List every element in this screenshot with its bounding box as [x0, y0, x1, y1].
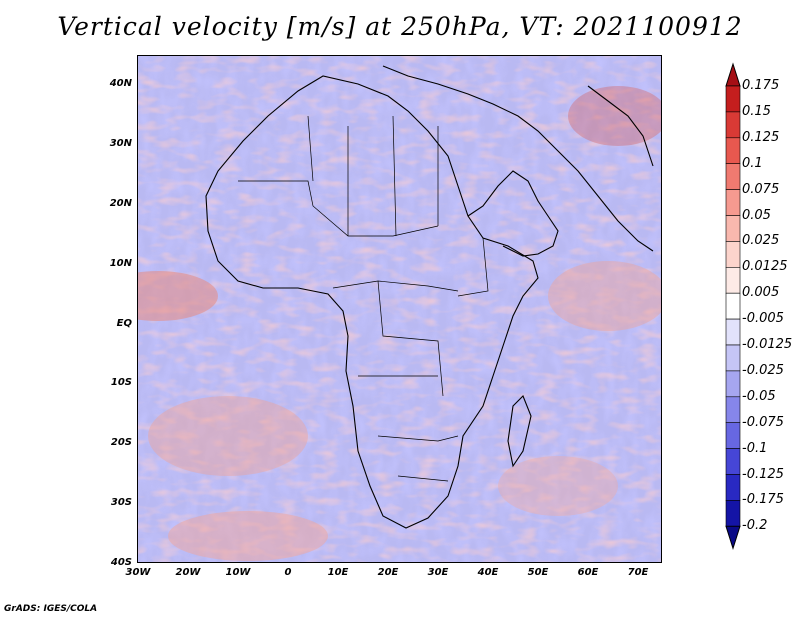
region-indian-red — [548, 261, 661, 331]
lon-label: 0 — [284, 567, 292, 578]
lat-label: 20S — [110, 437, 132, 448]
colorbar — [725, 62, 741, 550]
region-south-atlantic-red — [148, 396, 308, 476]
field-texture-red — [138, 56, 661, 562]
colorbar-tick-label: -0.1 — [742, 440, 768, 456]
colorbar-swatch — [725, 500, 741, 527]
lon-label: 60E — [577, 567, 599, 578]
colorbar-swatch — [725, 267, 741, 294]
colorbar-swatch — [725, 474, 741, 501]
grads-credit: GrADS: IGES/COLA — [4, 604, 98, 614]
lat-label: 10S — [110, 377, 132, 388]
region-atlantic-red — [138, 271, 218, 321]
lat-label: EQ — [116, 318, 132, 329]
colorbar-tick-label: -0.0125 — [742, 337, 793, 352]
region-southwest-red — [168, 511, 328, 561]
colorbar-swatch — [725, 396, 741, 423]
colorbar-tick-label: -0.2 — [742, 518, 768, 534]
colorbar-swatch — [725, 111, 741, 139]
lon-label: 70E — [627, 567, 649, 578]
country-borders — [238, 115, 489, 482]
lon-label: 30W — [125, 567, 151, 578]
colorbar-swatch — [725, 163, 741, 190]
colorbar-swatch — [725, 370, 741, 398]
colorbar-min-arrow — [725, 525, 741, 550]
colorbar-tick-label: -0.005 — [742, 311, 784, 327]
velocity-field-map — [138, 56, 661, 562]
colorbar-tick-label: -0.075 — [742, 414, 784, 430]
colorbar-tick-label: -0.05 — [742, 388, 776, 404]
colorbar-swatch — [725, 344, 741, 372]
colorbar-swatch — [725, 85, 741, 113]
colorbar-tick-label: 0.005 — [742, 285, 780, 301]
lon-label: 20W — [175, 567, 201, 578]
colorbar-tick-label: -0.125 — [742, 466, 784, 482]
colorbar-tick-label: 0.175 — [742, 78, 780, 93]
lon-label: 50E — [527, 567, 549, 578]
lat-label: 40N — [109, 78, 132, 89]
colorbar-tick-label: 0.0125 — [742, 259, 788, 275]
colorbar-tick-label: 0.05 — [742, 207, 771, 223]
lat-label: 30S — [110, 497, 132, 508]
colorbar-swatch — [725, 137, 741, 165]
chart-title: Vertical velocity [m/s] at 250hPa, VT: 2… — [57, 12, 743, 41]
lon-label: 10W — [225, 567, 251, 578]
colorbar-tick-label: 0.075 — [742, 181, 780, 197]
colorbar-tick-label: 0.15 — [742, 103, 771, 119]
lon-label: 40E — [477, 567, 499, 578]
colorbar-swatch — [725, 292, 741, 320]
lon-label: 30E — [427, 567, 449, 578]
lon-label: 20E — [377, 567, 399, 578]
map-plot-area[interactable] — [137, 55, 662, 563]
colorbar-tick-label: -0.175 — [742, 492, 784, 508]
colorbar-swatch — [725, 189, 741, 216]
colorbar-swatch — [725, 318, 741, 346]
colorbar-swatch — [725, 215, 741, 242]
colorbar-tick-label: 0.125 — [742, 129, 780, 145]
colorbar-tick-label: 0.025 — [742, 233, 780, 249]
colorbar-tick-label: 0.1 — [742, 155, 763, 171]
region-south-indian-red — [498, 456, 618, 516]
colorbar-swatch — [725, 241, 741, 268]
colorbar-max-arrow — [725, 62, 741, 87]
colorbar-tick-label: -0.025 — [742, 362, 784, 378]
colorbar-swatch — [725, 448, 741, 475]
lat-label: 40S — [110, 557, 132, 568]
lat-label: 20N — [109, 198, 132, 209]
colorbar-swatch — [725, 422, 741, 449]
coastlines — [205, 65, 654, 529]
region-asia-red — [568, 86, 661, 146]
lat-label: 30N — [109, 138, 132, 149]
lat-label: 10N — [109, 258, 132, 269]
lon-label: 10E — [327, 567, 349, 578]
